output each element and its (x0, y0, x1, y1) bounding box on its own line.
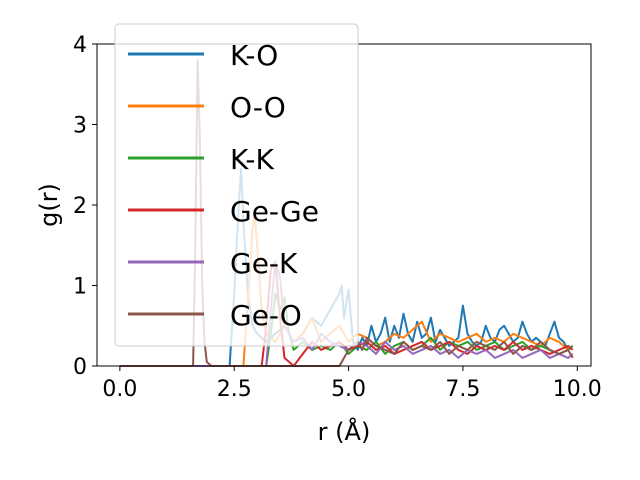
legend-label-ge-k: Ge-K (230, 247, 298, 280)
x-tick-label: 0.0 (102, 377, 137, 402)
legend-label-ge-ge: Ge-Ge (230, 195, 319, 228)
legend-frame (114, 23, 359, 347)
y-axis-label: g(r) (35, 183, 63, 227)
y-tick-label: 4 (73, 33, 87, 58)
y-tick-label: 2 (73, 194, 87, 219)
series-line-ge-ge (119, 260, 574, 367)
legend-label-k-o: K-O (230, 39, 278, 72)
x-tick-label: 2.5 (217, 377, 252, 402)
legend-label-o-o: O-O (230, 91, 286, 124)
ticks-layer: 0.0 2.5 5.0 7.5 10.0 0 1 2 3 4 (73, 33, 602, 402)
x-tick-label: 10.0 (553, 377, 602, 402)
x-axis-label: r (Å) (318, 417, 371, 446)
y-tick-label: 1 (73, 275, 87, 300)
x-tick-label: 7.5 (445, 377, 480, 402)
x-tick-label: 5.0 (331, 377, 366, 402)
y-tick-label: 3 (73, 114, 87, 139)
legend-label-k-k: K-K (230, 143, 275, 176)
y-tick-label: 0 (73, 355, 87, 380)
series-line-ge-o (119, 59, 574, 367)
legend: K-O O-O K-K Ge-Ge Ge-K Ge-O (114, 23, 359, 347)
legend-label-ge-o: Ge-O (230, 299, 302, 332)
